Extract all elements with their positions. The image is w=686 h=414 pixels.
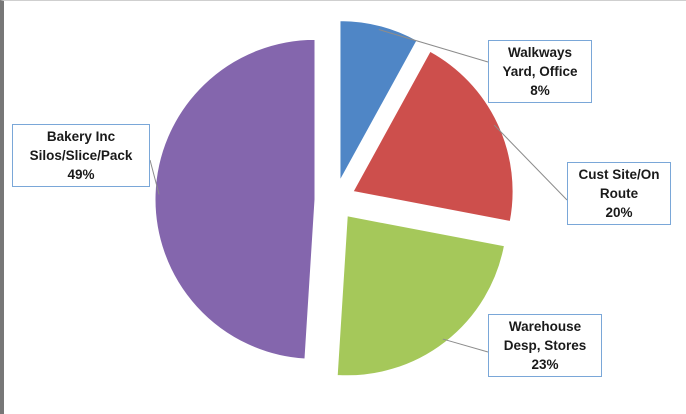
- leader-line-bakery: [149, 159, 160, 195]
- label-warehouse: Warehouse Desp, Stores 23%: [488, 314, 602, 377]
- leader-line-cust-site: [493, 124, 568, 201]
- label-walkways: Walkways Yard, Office 8%: [488, 40, 592, 103]
- leader-line-warehouse: [442, 338, 489, 353]
- pie-slice-cust-site: [352, 50, 514, 223]
- pie-slice-warehouse: [336, 215, 506, 377]
- label-bakery: Bakery Inc Silos/Slice/Pack 49%: [12, 124, 150, 187]
- label-cust-site: Cust Site/On Route 20%: [567, 162, 671, 225]
- pie-slice-bakery: [154, 38, 316, 360]
- leader-line-walkways: [378, 29, 489, 63]
